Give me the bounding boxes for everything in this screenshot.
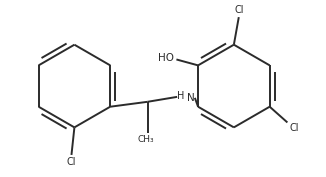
Text: Cl: Cl <box>234 5 244 15</box>
Text: Cl: Cl <box>67 157 76 167</box>
Text: HO: HO <box>158 53 174 64</box>
Text: H: H <box>177 91 185 101</box>
Text: CH₃: CH₃ <box>137 135 154 144</box>
Text: Cl: Cl <box>289 123 299 133</box>
Text: N: N <box>187 93 195 103</box>
